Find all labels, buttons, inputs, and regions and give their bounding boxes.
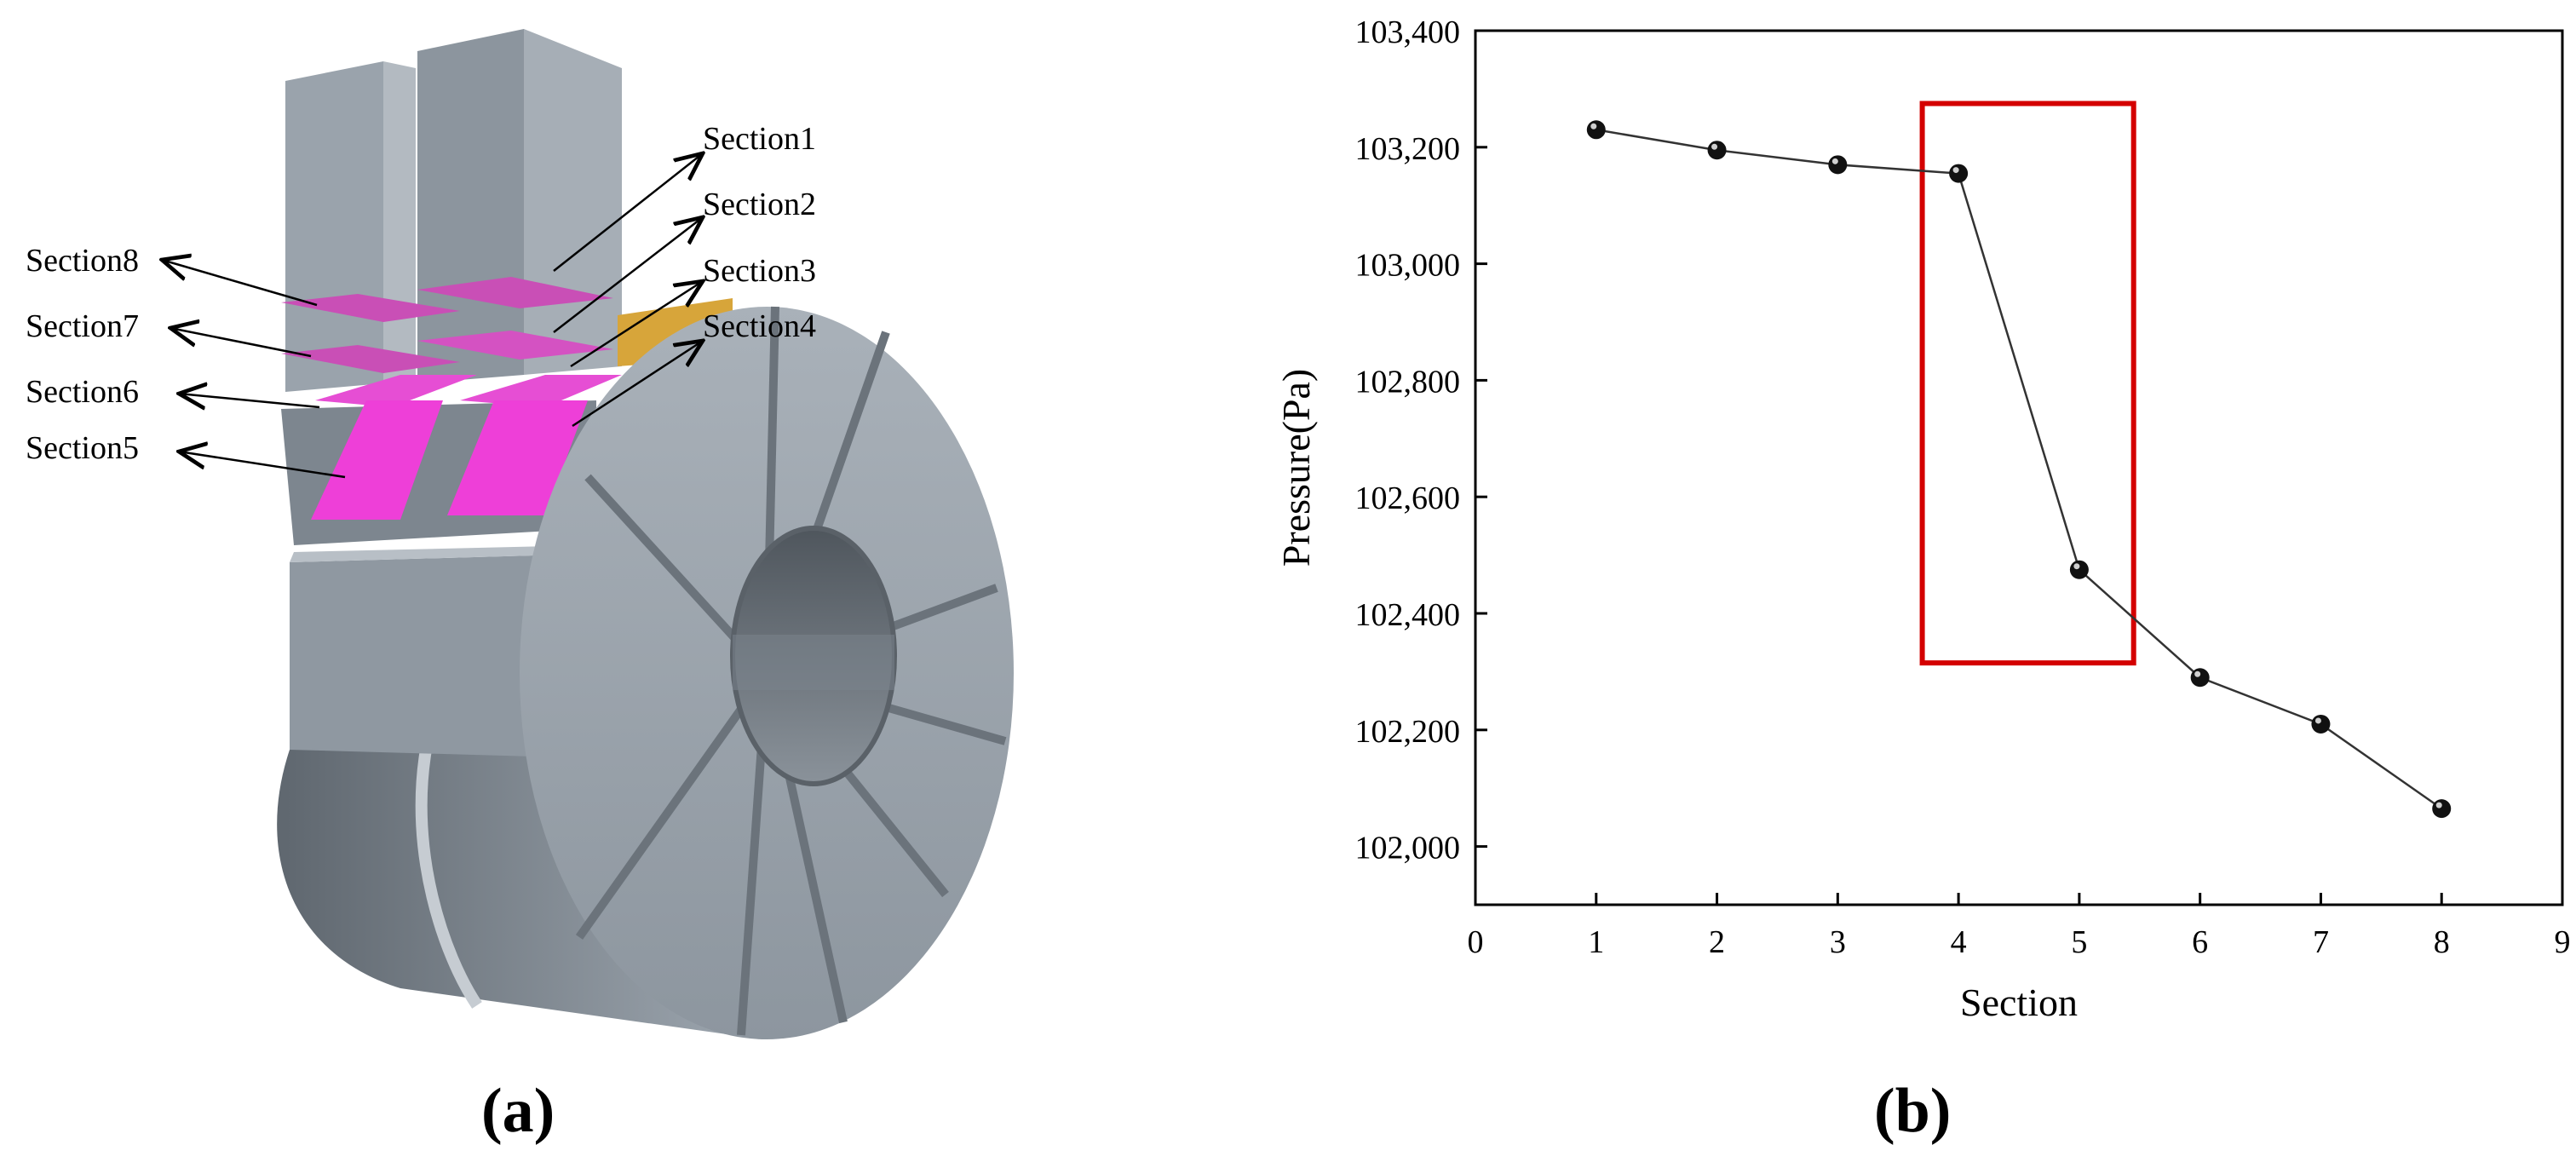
- bore-band: [733, 635, 894, 690]
- data-point: [2432, 799, 2452, 819]
- inlet-column-right-side: [524, 29, 622, 375]
- data-point-highlight: [2435, 802, 2442, 808]
- drum-seam: [415, 748, 482, 1009]
- section5-plane-left: [311, 400, 443, 520]
- data-point: [1949, 164, 1969, 183]
- data-point: [2311, 714, 2331, 734]
- data-point-highlight: [2194, 670, 2201, 677]
- y-tick-label: 102,800: [1355, 364, 1461, 400]
- x-tick-label: 2: [1709, 924, 1725, 960]
- y-tick-label: 102,000: [1355, 831, 1461, 866]
- x-tick-label: 5: [2071, 924, 2087, 960]
- x-tick-label: 4: [1951, 924, 1967, 960]
- y-tick-label: 103,000: [1355, 248, 1461, 284]
- x-tick-label: 6: [2192, 924, 2208, 960]
- data-point-highlight: [2314, 717, 2321, 724]
- section7-label: Section7: [26, 308, 139, 344]
- data-point: [2069, 560, 2089, 579]
- pressure-chart: 102,000 102,200 102,400 102,600 102,800 103,0…: [1274, 14, 2571, 1024]
- x-tick-label: 1: [1588, 924, 1604, 960]
- plot-frame: [1474, 29, 2564, 906]
- section3-plane-right: [460, 375, 622, 407]
- data-point-highlight: [1952, 167, 1959, 174]
- x-tick-label: 3: [1830, 924, 1846, 960]
- data-point-highlight: [1590, 123, 1597, 129]
- middle-block: [290, 554, 596, 758]
- section-arrows: [162, 153, 703, 479]
- section8-label: Section8: [26, 243, 139, 279]
- x-tick-label: 9: [2555, 924, 2571, 960]
- data-points: [1586, 120, 2452, 819]
- section4-plane-right: [447, 400, 588, 515]
- section1-label: Section1: [703, 121, 816, 157]
- y-tick-label: 103,200: [1355, 131, 1461, 167]
- section8-plane-left: [281, 294, 460, 322]
- geometry-diagram-panel: Section1 Section2 Section3 Section4 Sect…: [0, 0, 1278, 1164]
- x-axis-label: Section: [1960, 981, 2078, 1024]
- section7-plane-left: [281, 345, 460, 373]
- inlet-column-left: [285, 61, 383, 392]
- inlet-column-right: [417, 29, 524, 383]
- inlet-column-left-side: [383, 61, 416, 383]
- section3-label: Section3: [703, 253, 816, 289]
- x-tick-label: 8: [2434, 924, 2450, 960]
- data-point: [1828, 155, 1848, 175]
- section2-label: Section2: [703, 187, 816, 222]
- highlight-box: [1919, 101, 2136, 666]
- y-axis-ticks: 102,000 102,200 102,400 102,600 102,800 103,0…: [1355, 14, 1487, 866]
- series-line: [1596, 129, 2442, 810]
- section6-label: Section6: [26, 374, 139, 410]
- data-point: [2190, 668, 2210, 688]
- data-point: [1707, 141, 1727, 160]
- x-tick-label: 7: [2313, 924, 2329, 960]
- section2-plane-right: [417, 331, 613, 360]
- y-tick-label: 102,400: [1355, 597, 1461, 633]
- section5-label: Section5: [26, 430, 139, 466]
- x-tick-label: 0: [1468, 924, 1484, 960]
- y-tick-label: 102,200: [1355, 714, 1461, 750]
- section1-plane-right: [417, 277, 613, 308]
- data-point-highlight: [2073, 563, 2080, 570]
- x-axis-ticks: 0 1 2 3 4 5 6 7 8 9: [1468, 893, 2571, 960]
- subfigure-label-a: (a): [481, 1076, 555, 1146]
- section4-label: Section4: [703, 308, 816, 344]
- chart-axes: [1474, 29, 2564, 906]
- pressure-chart-panel: 102,000 102,200 102,400 102,600 102,800 103,0…: [1274, 0, 2576, 1164]
- data-point: [1586, 120, 1606, 140]
- y-tick-label: 102,600: [1355, 480, 1461, 516]
- data-point-highlight: [1831, 158, 1838, 164]
- y-tick-label: 103,400: [1355, 14, 1461, 50]
- geometry-diagram: Section1 Section2 Section3 Section4 Sect…: [26, 29, 1014, 1039]
- middle-block-top: [290, 545, 596, 562]
- data-point-highlight: [1711, 143, 1718, 150]
- section6-plane-left: [315, 375, 477, 407]
- subfigure-label-b: (b): [1874, 1076, 1952, 1146]
- y-axis-label: Pressure(Pa): [1278, 369, 1318, 567]
